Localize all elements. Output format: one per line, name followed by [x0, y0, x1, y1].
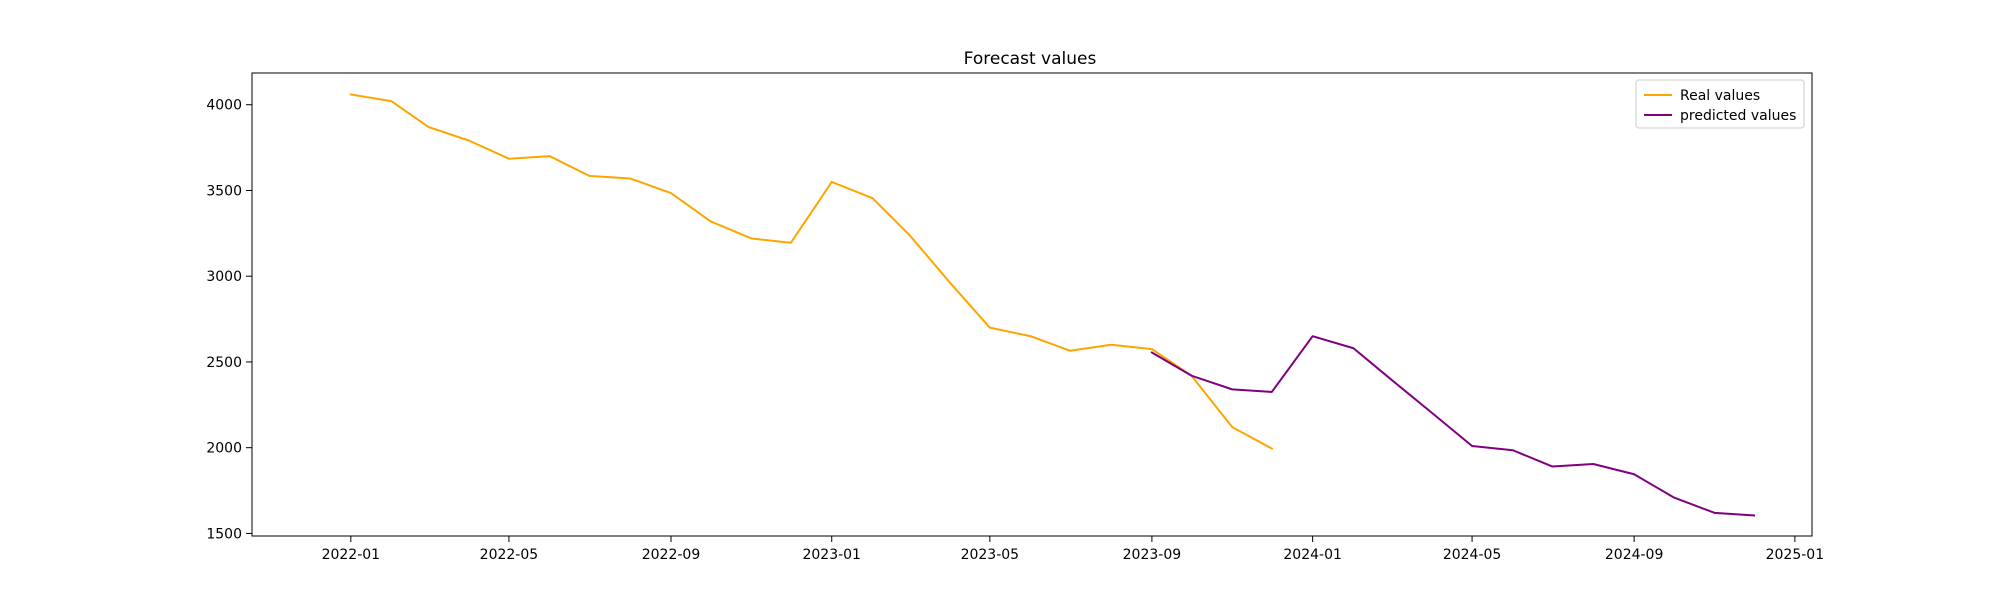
y-axis: 1500 2000 2500 3000 3500 4000 — [206, 98, 252, 542]
y-tick-label: 3000 — [206, 269, 242, 285]
x-axis: 2022-01 2022-05 2022-09 2023-01 2023-05 2023-… — [322, 536, 1825, 563]
plot-area — [349, 93, 1756, 517]
legend-label-0: Real values — [1680, 88, 1760, 104]
series-line-1 — [1150, 335, 1756, 517]
x-tick-label: 2022-01 — [322, 547, 381, 563]
y-tick-label: 2000 — [206, 441, 242, 457]
x-tick-label: 2023-09 — [1123, 547, 1182, 563]
y-tick-label: 3500 — [206, 183, 242, 199]
y-tick-label: 2500 — [206, 355, 242, 371]
x-tick-label: 2025-01 — [1766, 547, 1825, 563]
y-tick-label: 1500 — [206, 526, 242, 542]
x-tick-label: 2023-01 — [802, 547, 861, 563]
legend: Real values predicted values — [1635, 79, 1805, 129]
x-tick-label: 2023-05 — [961, 547, 1020, 563]
y-tick-label: 4000 — [206, 98, 242, 114]
x-tick-label: 2024-01 — [1283, 547, 1342, 563]
series-line-0 — [349, 93, 1274, 450]
legend-box — [1635, 79, 1805, 129]
x-tick-label: 2022-05 — [480, 547, 539, 563]
x-tick-label: 2024-09 — [1605, 547, 1664, 563]
chart-title: Forecast values — [964, 49, 1097, 69]
plot-frame — [251, 72, 1813, 537]
x-tick-label: 2024-05 — [1443, 547, 1502, 563]
x-tick-label: 2022-09 — [642, 547, 701, 563]
legend-label-1: predicted values — [1680, 108, 1796, 124]
